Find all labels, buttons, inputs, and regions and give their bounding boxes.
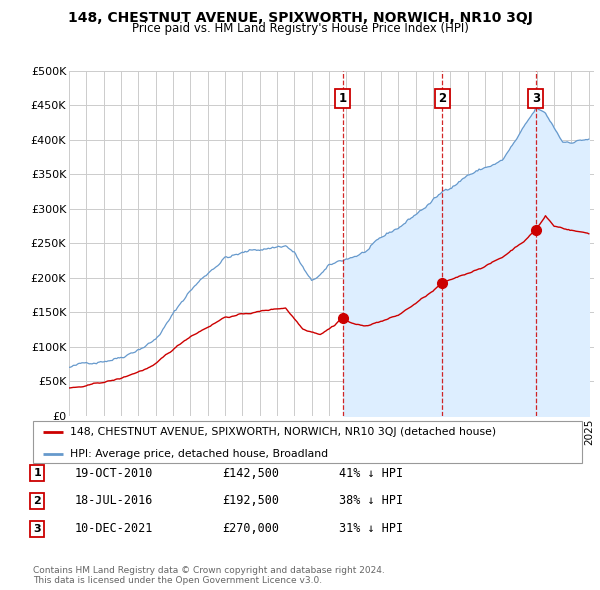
Text: 41% ↓ HPI: 41% ↓ HPI	[339, 467, 403, 480]
Text: 38% ↓ HPI: 38% ↓ HPI	[339, 494, 403, 507]
Text: 1: 1	[34, 468, 41, 478]
Text: Price paid vs. HM Land Registry's House Price Index (HPI): Price paid vs. HM Land Registry's House …	[131, 22, 469, 35]
Text: 148, CHESTNUT AVENUE, SPIXWORTH, NORWICH, NR10 3QJ: 148, CHESTNUT AVENUE, SPIXWORTH, NORWICH…	[68, 11, 532, 25]
Text: 3: 3	[34, 524, 41, 533]
Text: 2: 2	[34, 496, 41, 506]
Text: HPI: Average price, detached house, Broadland: HPI: Average price, detached house, Broa…	[70, 449, 328, 459]
Text: 2: 2	[438, 92, 446, 105]
Text: 148, CHESTNUT AVENUE, SPIXWORTH, NORWICH, NR10 3QJ (detached house): 148, CHESTNUT AVENUE, SPIXWORTH, NORWICH…	[70, 427, 496, 437]
Text: 19-OCT-2010: 19-OCT-2010	[75, 467, 154, 480]
Text: 31% ↓ HPI: 31% ↓ HPI	[339, 522, 403, 535]
FancyBboxPatch shape	[33, 421, 582, 463]
Text: 1: 1	[338, 92, 347, 105]
Text: £142,500: £142,500	[222, 467, 279, 480]
Text: 10-DEC-2021: 10-DEC-2021	[75, 522, 154, 535]
Text: 18-JUL-2016: 18-JUL-2016	[75, 494, 154, 507]
Text: 3: 3	[532, 92, 540, 105]
Text: £270,000: £270,000	[222, 522, 279, 535]
Text: Contains HM Land Registry data © Crown copyright and database right 2024.
This d: Contains HM Land Registry data © Crown c…	[33, 566, 385, 585]
Text: £192,500: £192,500	[222, 494, 279, 507]
